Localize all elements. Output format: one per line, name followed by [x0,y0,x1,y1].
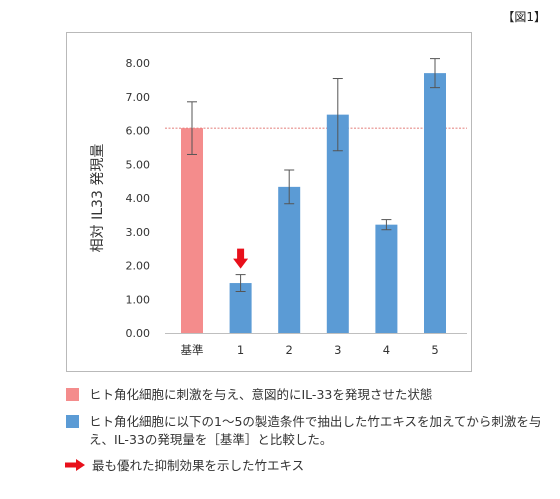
chart-frame: 0.00 1.00 2.00 3.00 4.00 5.00 6.00 7.00 8.00 相対 I… [66,32,472,372]
y-tick-label: 7.00 [126,91,151,104]
y-tick-label: 6.00 [126,125,151,138]
legend-item-samples: ヒト角化細胞に以下の1～5の製造条件で抽出した竹エキスを加えてから刺激を与え、I… [66,413,546,449]
x-tick-label: 1 [237,343,244,357]
legend-swatch-pink [66,388,79,401]
figure-label: 【図1】 [502,10,546,24]
x-tick-label: 4 [383,343,390,357]
bar-5 [424,73,446,333]
bar-1 [229,283,252,333]
legend-text: ヒト角化細胞に以下の1～5の製造条件で抽出した竹エキスを加えてから刺激を与え、I… [89,414,542,447]
legend-item-best: 最も優れた抑制効果を示した竹エキス [65,458,546,473]
bar-3 [326,114,349,333]
highlight-arrow-icon [233,248,249,269]
y-tick-label: 5.00 [126,158,151,171]
legend-swatch-blue [66,415,79,428]
legend-text: 最も優れた抑制効果を示した竹エキス [92,458,305,473]
legend-text: ヒト角化細胞に刺激を与え、意図的にIL-33を発現させた状態 [89,387,433,402]
x-tick-label: 5 [431,343,438,357]
red-arrow-icon [65,459,85,471]
x-tick-label: 基準 [181,343,204,357]
bar-2 [278,186,301,333]
bar-chart: 0.00 1.00 2.00 3.00 4.00 5.00 6.00 7.00 8.00 相対 I… [90,57,467,357]
y-tick-label: 3.00 [126,226,151,239]
y-tick-label: 1.00 [126,293,151,306]
y-tick-label: 4.00 [126,192,151,205]
x-tick-label: 2 [286,343,293,357]
y-tick-label: 2.00 [126,260,151,273]
bar-baseline [181,128,203,333]
y-tick-label: 0.00 [126,327,151,340]
x-tick-label: 3 [334,343,341,357]
legend-item-baseline: ヒト角化細胞に刺激を与え、意図的にIL-33を発現させた状態 [66,386,546,404]
bar-4 [375,224,398,333]
y-tick-label: 8.00 [126,57,151,70]
legend: ヒト角化細胞に刺激を与え、意図的にIL-33を発現させた状態 ヒト角化細胞に以下… [65,386,546,482]
y-axis-title: 相対 IL33 発現量 [90,144,106,253]
